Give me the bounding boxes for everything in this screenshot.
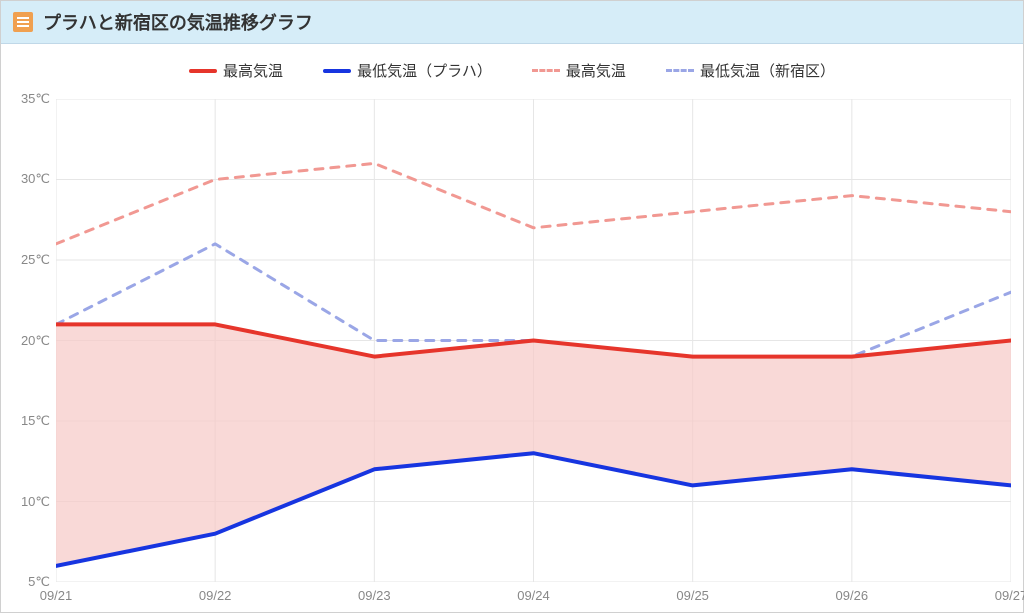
list-icon xyxy=(13,12,33,32)
chart-title: プラハと新宿区の気温推移グラフ xyxy=(43,9,313,35)
legend-label: 最低気温（プラハ） xyxy=(357,60,492,81)
y-axis-label: 30℃ xyxy=(21,171,50,187)
y-axis-label: 10℃ xyxy=(21,494,50,510)
legend-item: 最低気温（プラハ） xyxy=(323,60,492,81)
chart-svg xyxy=(56,99,1011,582)
legend-item: 最高気温 xyxy=(532,60,626,81)
y-axis-label: 15℃ xyxy=(21,413,50,429)
x-axis-label: 09/21 xyxy=(40,588,73,603)
y-axis-label: 35℃ xyxy=(21,91,50,107)
y-axis-label: 25℃ xyxy=(21,252,50,268)
legend-label: 最低気温（新宿区） xyxy=(700,60,835,81)
x-axis-label: 09/26 xyxy=(836,588,869,603)
y-axis-label: 20℃ xyxy=(21,333,50,349)
legend-swatch xyxy=(532,69,560,72)
x-axis-label: 09/22 xyxy=(199,588,232,603)
legend-swatch xyxy=(189,69,217,73)
chart-legend: 最高気温 最低気温（プラハ） 最高気温 最低気温（新宿区） xyxy=(1,44,1023,89)
x-axis-label: 09/25 xyxy=(676,588,709,603)
legend-swatch xyxy=(666,69,694,72)
legend-item: 最高気温 xyxy=(189,60,283,81)
x-axis-label: 09/23 xyxy=(358,588,391,603)
x-axis-label: 09/24 xyxy=(517,588,550,603)
legend-swatch xyxy=(323,69,351,73)
legend-label: 最高気温 xyxy=(223,60,283,81)
legend-label: 最高気温 xyxy=(566,60,626,81)
chart-container: プラハと新宿区の気温推移グラフ 最高気温 最低気温（プラハ） 最高気温 最低気温（新宿… xyxy=(0,0,1024,613)
x-axis-label: 09/27 xyxy=(995,588,1024,603)
chart-plot-area: 5℃10℃15℃20℃25℃30℃35℃09/2109/2209/2309/24… xyxy=(56,99,1011,582)
legend-item: 最低気温（新宿区） xyxy=(666,60,835,81)
chart-header: プラハと新宿区の気温推移グラフ xyxy=(1,1,1023,44)
